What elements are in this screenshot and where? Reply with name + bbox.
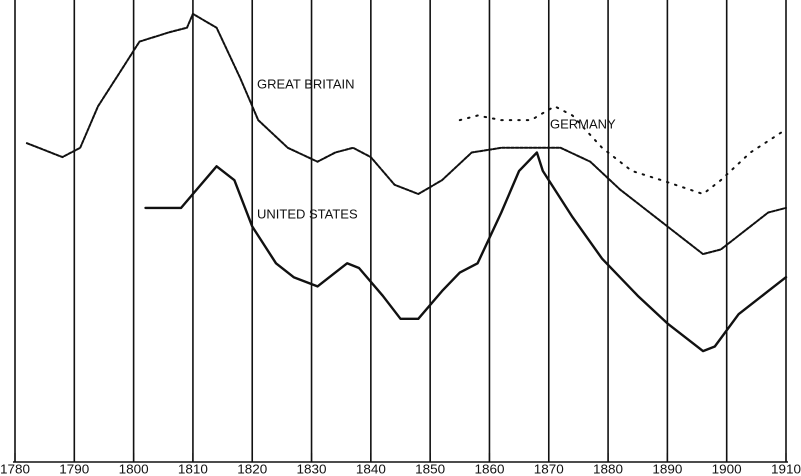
line-series [458, 105, 787, 195]
x-tick-label: 1800 [119, 461, 149, 476]
x-tick-label: 1820 [237, 461, 267, 476]
x-tick-label: 1840 [356, 461, 386, 476]
line-series [144, 151, 788, 353]
x-tick-label: 1890 [652, 461, 682, 476]
x-tick-label: 1880 [593, 461, 623, 476]
x-tick-label: 1810 [178, 461, 208, 476]
x-tick-label: 1860 [474, 461, 504, 476]
line-series [25, 12, 787, 256]
series-label: GERMANY [550, 116, 616, 131]
x-tick-label: 1790 [59, 461, 89, 476]
x-tick-label: 1910 [771, 461, 801, 476]
x-tick-label: 1850 [415, 461, 445, 476]
x-tick-label: 1780 [0, 461, 30, 476]
x-tick-label: 1900 [712, 461, 742, 476]
x-tick-label: 1870 [534, 461, 564, 476]
series-label: UNITED STATES [257, 206, 358, 221]
series-label: GREAT BRITAIN [257, 76, 355, 91]
x-tick-label: 1830 [297, 461, 327, 476]
